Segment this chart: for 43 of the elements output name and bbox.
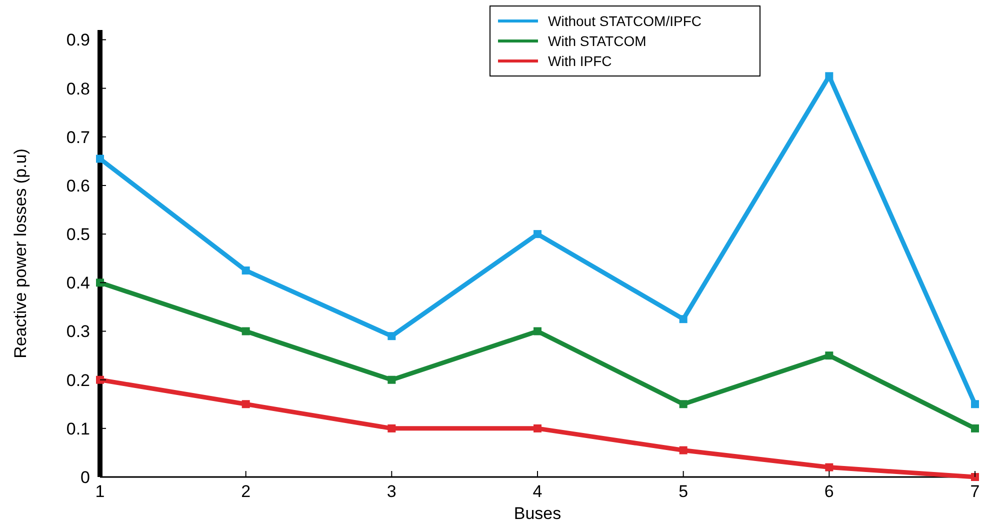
point <box>242 327 250 336</box>
point <box>388 424 396 432</box>
x-tick-label: 1 <box>95 482 105 501</box>
point <box>971 473 979 481</box>
y-tick-label: 0.1 <box>66 419 90 438</box>
point <box>679 315 688 324</box>
y-tick-label: 0.8 <box>66 79 90 98</box>
point <box>825 463 834 472</box>
point <box>679 400 688 408</box>
y-tick-label: 0.4 <box>66 274 90 293</box>
x-axis-title: Buses <box>514 504 562 523</box>
y-tick-label: 0.2 <box>66 370 90 390</box>
point <box>96 278 104 287</box>
x-tick-label: 4 <box>532 482 542 501</box>
y-axis-title: Reactive power losses (p.u) <box>11 148 30 358</box>
point <box>679 446 688 454</box>
point <box>825 352 834 360</box>
point <box>971 424 979 432</box>
point <box>242 266 250 275</box>
x-tick-label: 3 <box>386 482 396 501</box>
legend-label: With IPFC <box>548 52 612 69</box>
y-tick-label: 0 <box>80 468 90 487</box>
x-tick-label: 2 <box>241 482 251 501</box>
point <box>388 332 396 340</box>
point <box>96 376 104 384</box>
point <box>534 230 542 238</box>
y-tick-label: 0.3 <box>66 322 90 342</box>
y-tick-label: 0.7 <box>66 128 90 147</box>
point <box>825 72 834 80</box>
x-tick-label: 5 <box>678 482 688 501</box>
point <box>534 424 542 432</box>
y-tick-label: 0.6 <box>66 176 90 196</box>
y-tick-label: 0.5 <box>66 225 90 244</box>
x-tick-label: 7 <box>970 482 980 501</box>
point <box>971 400 979 408</box>
legend-label: Without STATCOM/IPFC <box>548 12 702 29</box>
legend-label: With STATCOM <box>548 32 646 49</box>
y-tick-label: 0.9 <box>66 30 90 50</box>
point <box>388 376 396 384</box>
point <box>242 400 250 408</box>
point <box>534 327 542 336</box>
x-tick-label: 6 <box>824 482 834 501</box>
point <box>96 154 104 163</box>
